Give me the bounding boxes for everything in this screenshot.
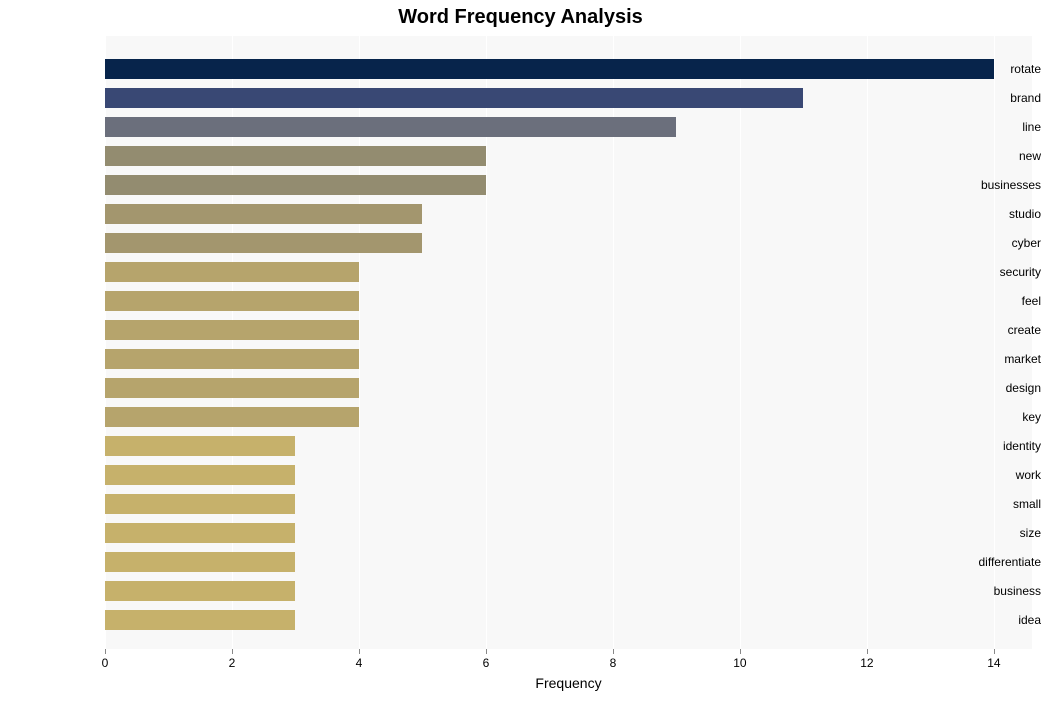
bar [105, 494, 295, 514]
x-tick [486, 649, 487, 654]
bar [105, 465, 295, 485]
y-tick-label: line [944, 117, 1041, 137]
y-tick-label: brand [944, 88, 1041, 108]
bar [105, 59, 994, 79]
y-tick-label: cyber [944, 233, 1041, 253]
y-tick-label: market [944, 349, 1041, 369]
bar [105, 436, 295, 456]
y-tick-label: feel [944, 291, 1041, 311]
y-tick-label: rotate [944, 59, 1041, 79]
bar [105, 610, 295, 630]
bar [105, 349, 359, 369]
y-tick-label: size [944, 523, 1041, 543]
bar [105, 552, 295, 572]
x-tick [232, 649, 233, 654]
y-tick-label: create [944, 320, 1041, 340]
x-tick [867, 649, 868, 654]
y-tick-label: differentiate [944, 552, 1041, 572]
x-tick-label: 14 [987, 656, 1000, 670]
bar [105, 291, 359, 311]
x-tick [740, 649, 741, 654]
y-tick-label: key [944, 407, 1041, 427]
word-frequency-chart: Word Frequency Analysis Frequency 0 2 4 6 8 1… [0, 0, 1041, 701]
bar [105, 407, 359, 427]
x-tick-label: 8 [610, 656, 617, 670]
bar [105, 581, 295, 601]
y-tick-label: security [944, 262, 1041, 282]
x-tick-label: 0 [102, 656, 109, 670]
y-tick-label: new [944, 146, 1041, 166]
x-tick [613, 649, 614, 654]
y-tick-label: work [944, 465, 1041, 485]
bar [105, 117, 676, 137]
x-tick [105, 649, 106, 654]
bar [105, 523, 295, 543]
bar [105, 175, 486, 195]
x-tick-label: 12 [860, 656, 873, 670]
x-tick [359, 649, 360, 654]
bar [105, 262, 359, 282]
x-tick-label: 2 [229, 656, 236, 670]
y-tick-label: design [944, 378, 1041, 398]
bar [105, 88, 803, 108]
grid-line [740, 36, 741, 649]
y-tick-label: studio [944, 204, 1041, 224]
bar [105, 146, 486, 166]
bar [105, 204, 422, 224]
x-tick-label: 4 [356, 656, 363, 670]
grid-line [867, 36, 868, 649]
x-tick-label: 10 [733, 656, 746, 670]
y-tick-label: small [944, 494, 1041, 514]
y-tick-label: identity [944, 436, 1041, 456]
x-axis-title: Frequency [105, 675, 1032, 691]
chart-title: Word Frequency Analysis [0, 6, 1041, 29]
plot-area [105, 36, 1032, 649]
x-tick-label: 6 [483, 656, 490, 670]
bar [105, 320, 359, 340]
bar [105, 378, 359, 398]
x-tick [994, 649, 995, 654]
y-tick-label: idea [944, 610, 1041, 630]
y-tick-label: businesses [944, 175, 1041, 195]
bar [105, 233, 422, 253]
y-tick-label: business [944, 581, 1041, 601]
